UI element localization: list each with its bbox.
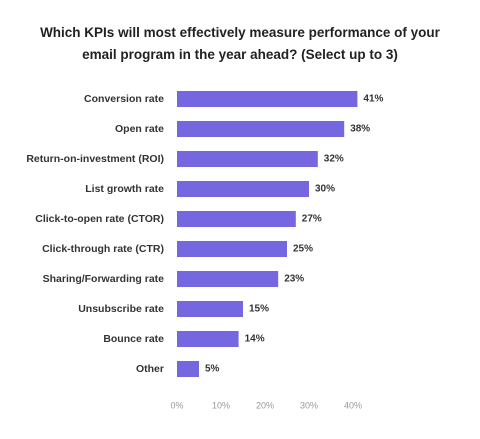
value-label: 15%	[249, 304, 269, 315]
category-label: Click-to-open rate (CTOR)	[35, 213, 164, 225]
value-label: 27%	[302, 214, 322, 225]
value-label: 23%	[284, 274, 304, 285]
value-label: 32%	[324, 154, 344, 165]
value-label: 14%	[245, 334, 265, 345]
bar	[177, 271, 279, 287]
bar	[177, 331, 239, 347]
category-label: List growth rate	[85, 183, 164, 195]
chart-title: Which KPIs will most effectively measure…	[40, 25, 440, 62]
category-label: Bounce rate	[103, 333, 164, 345]
x-tick-label: 10%	[212, 400, 230, 410]
bar	[177, 241, 287, 257]
value-label: 30%	[315, 184, 335, 195]
bar	[177, 181, 309, 197]
bar	[177, 151, 318, 167]
value-label: 38%	[350, 124, 370, 135]
category-label: Unsubscribe rate	[78, 303, 164, 315]
x-tick-label: 40%	[344, 400, 362, 410]
value-label: 25%	[293, 244, 313, 255]
category-label: Click-through rate (CTR)	[42, 243, 164, 255]
x-tick-label: 20%	[256, 400, 274, 410]
x-tick-label: 0%	[170, 400, 183, 410]
category-label: Conversion rate	[84, 93, 164, 105]
category-label: Open rate	[115, 123, 164, 135]
bar	[177, 121, 345, 137]
value-label: 41%	[363, 94, 383, 105]
category-label: Sharing/Forwarding rate	[43, 273, 165, 285]
value-label: 5%	[205, 364, 220, 375]
bar	[177, 301, 243, 317]
bar	[177, 211, 296, 227]
category-label: Other	[136, 363, 164, 375]
x-tick-label: 30%	[300, 400, 318, 410]
bar	[177, 361, 199, 377]
category-label: Return-on-investment (ROI)	[26, 153, 164, 165]
bar	[177, 91, 358, 107]
